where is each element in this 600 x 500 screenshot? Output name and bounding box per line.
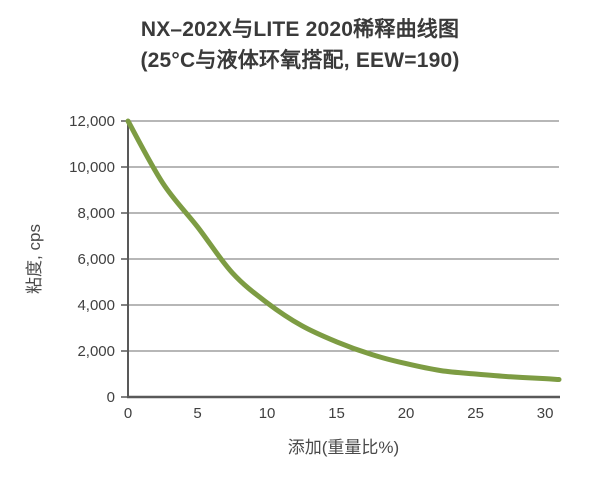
y-tick-label: 8,000 [77, 205, 115, 222]
chart-title: NX–202X与LITE 2020稀释曲线图 (25°C与液体环氧搭配, EEW… [0, 14, 600, 76]
chart-title-line2: (25°C与液体环氧搭配, EEW=190) [140, 49, 460, 72]
dilution-line-chart: 0 2,000 4,000 6,000 8,000 10,000 12,000 0 5 10 15 2… [25, 113, 562, 457]
x-axis-title: 添加(重量比%) [288, 438, 399, 457]
x-tick-label: 25 [467, 405, 484, 422]
y-tick-label: 12,000 [69, 113, 115, 130]
y-tick-label: 2,000 [77, 343, 115, 360]
chart-title-line1: NX–202X与LITE 2020稀释曲线图 [140, 18, 460, 41]
y-tick-label: 4,000 [77, 297, 115, 314]
viscosity-curve [125, 118, 562, 382]
y-tick-label: 10,000 [69, 159, 115, 176]
y-axis-title: 粘度, cps [25, 224, 44, 294]
x-tick-label: 0 [124, 405, 132, 422]
y-tick-label: 6,000 [77, 251, 115, 268]
x-tick-label: 10 [259, 405, 276, 422]
x-tick-label: 30 [537, 405, 554, 422]
x-tick-label: 20 [398, 405, 415, 422]
x-tick-label: 5 [193, 405, 201, 422]
y-tick-label: 0 [107, 389, 115, 406]
x-tick-label: 15 [328, 405, 345, 422]
